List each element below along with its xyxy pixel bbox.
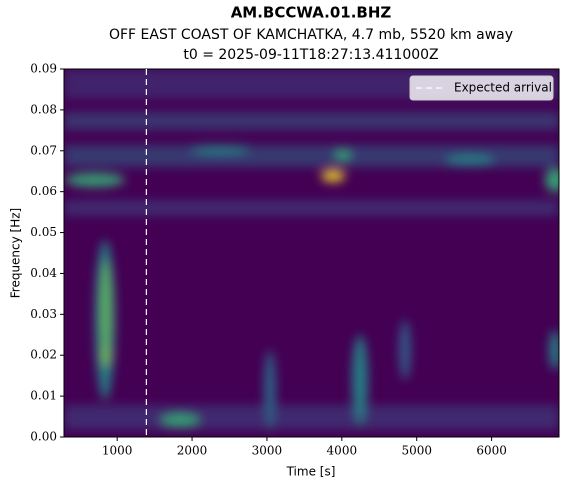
x-tick-label: 2000 — [177, 444, 208, 458]
legend-label: Expected arrival — [454, 81, 552, 95]
y-tick-label: 0.09 — [30, 62, 57, 76]
y-tick-label: 0.05 — [30, 225, 57, 239]
spectrogram-image — [64, 69, 559, 437]
chart-subtitle: t0 = 2025-09-11T18:27:13.411000Z — [183, 47, 438, 63]
plot-frame — [63, 68, 560, 438]
y-tick-label: 0.00 — [30, 430, 57, 444]
x-tick-label: 3000 — [252, 444, 283, 458]
x-tick-label: 5000 — [401, 444, 432, 458]
legend: Expected arrival — [409, 75, 554, 101]
x-tick-label: 4000 — [327, 444, 358, 458]
y-tick-label: 0.07 — [30, 143, 57, 157]
y-tick-label: 0.01 — [30, 389, 57, 403]
legend-box — [409, 75, 554, 101]
y-tick-label: 0.04 — [30, 266, 57, 280]
y-tick-label: 0.08 — [30, 102, 57, 116]
x-tick-label: 1000 — [102, 444, 133, 458]
y-tick-label: 0.02 — [30, 348, 57, 362]
y-axis-label: Frequency [Hz] — [9, 208, 23, 299]
y-tick-label: 0.03 — [30, 307, 57, 321]
chart-subtitle: OFF EAST COAST OF KAMCHATKA, 4.7 mb, 552… — [109, 27, 513, 43]
x-tick-label: 6000 — [476, 444, 507, 458]
x-axis-label: Time [s] — [286, 465, 336, 479]
y-tick-label: 0.06 — [30, 184, 57, 198]
chart-title: AM.BCCWA.01.BHZ — [231, 4, 392, 22]
